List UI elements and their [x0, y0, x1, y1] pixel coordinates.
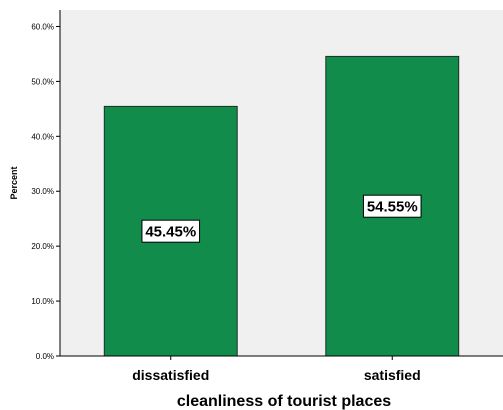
data-label: 54.55%: [367, 199, 418, 216]
y-tick-label: 30.0%: [31, 187, 54, 196]
y-axis: 0.0% 10.0% 20.0% 30.0% 40.0% 50.0% 60.0%: [31, 10, 61, 361]
x-axis-title: cleanliness of tourist places: [177, 393, 391, 410]
y-tick-label: 60.0%: [31, 22, 54, 31]
data-label-box: [362, 194, 422, 218]
bars: 45.45% 54.55%: [103, 55, 460, 357]
x-axis: dissatisfied satisfied: [60, 355, 503, 383]
y-tick-label: 20.0%: [31, 242, 54, 251]
data-label: 45.45%: [145, 224, 196, 241]
y-tick-label: 40.0%: [31, 132, 54, 141]
x-tick-label: satisfied: [364, 367, 421, 383]
y-tick-label: 0.0%: [36, 352, 54, 361]
y-tick-label: 50.0%: [31, 77, 54, 86]
y-axis-title: Percent: [9, 166, 19, 199]
data-label-box: [141, 219, 201, 243]
y-tick-label: 10.0%: [31, 297, 54, 306]
x-tick-label: dissatisfied: [132, 367, 209, 383]
